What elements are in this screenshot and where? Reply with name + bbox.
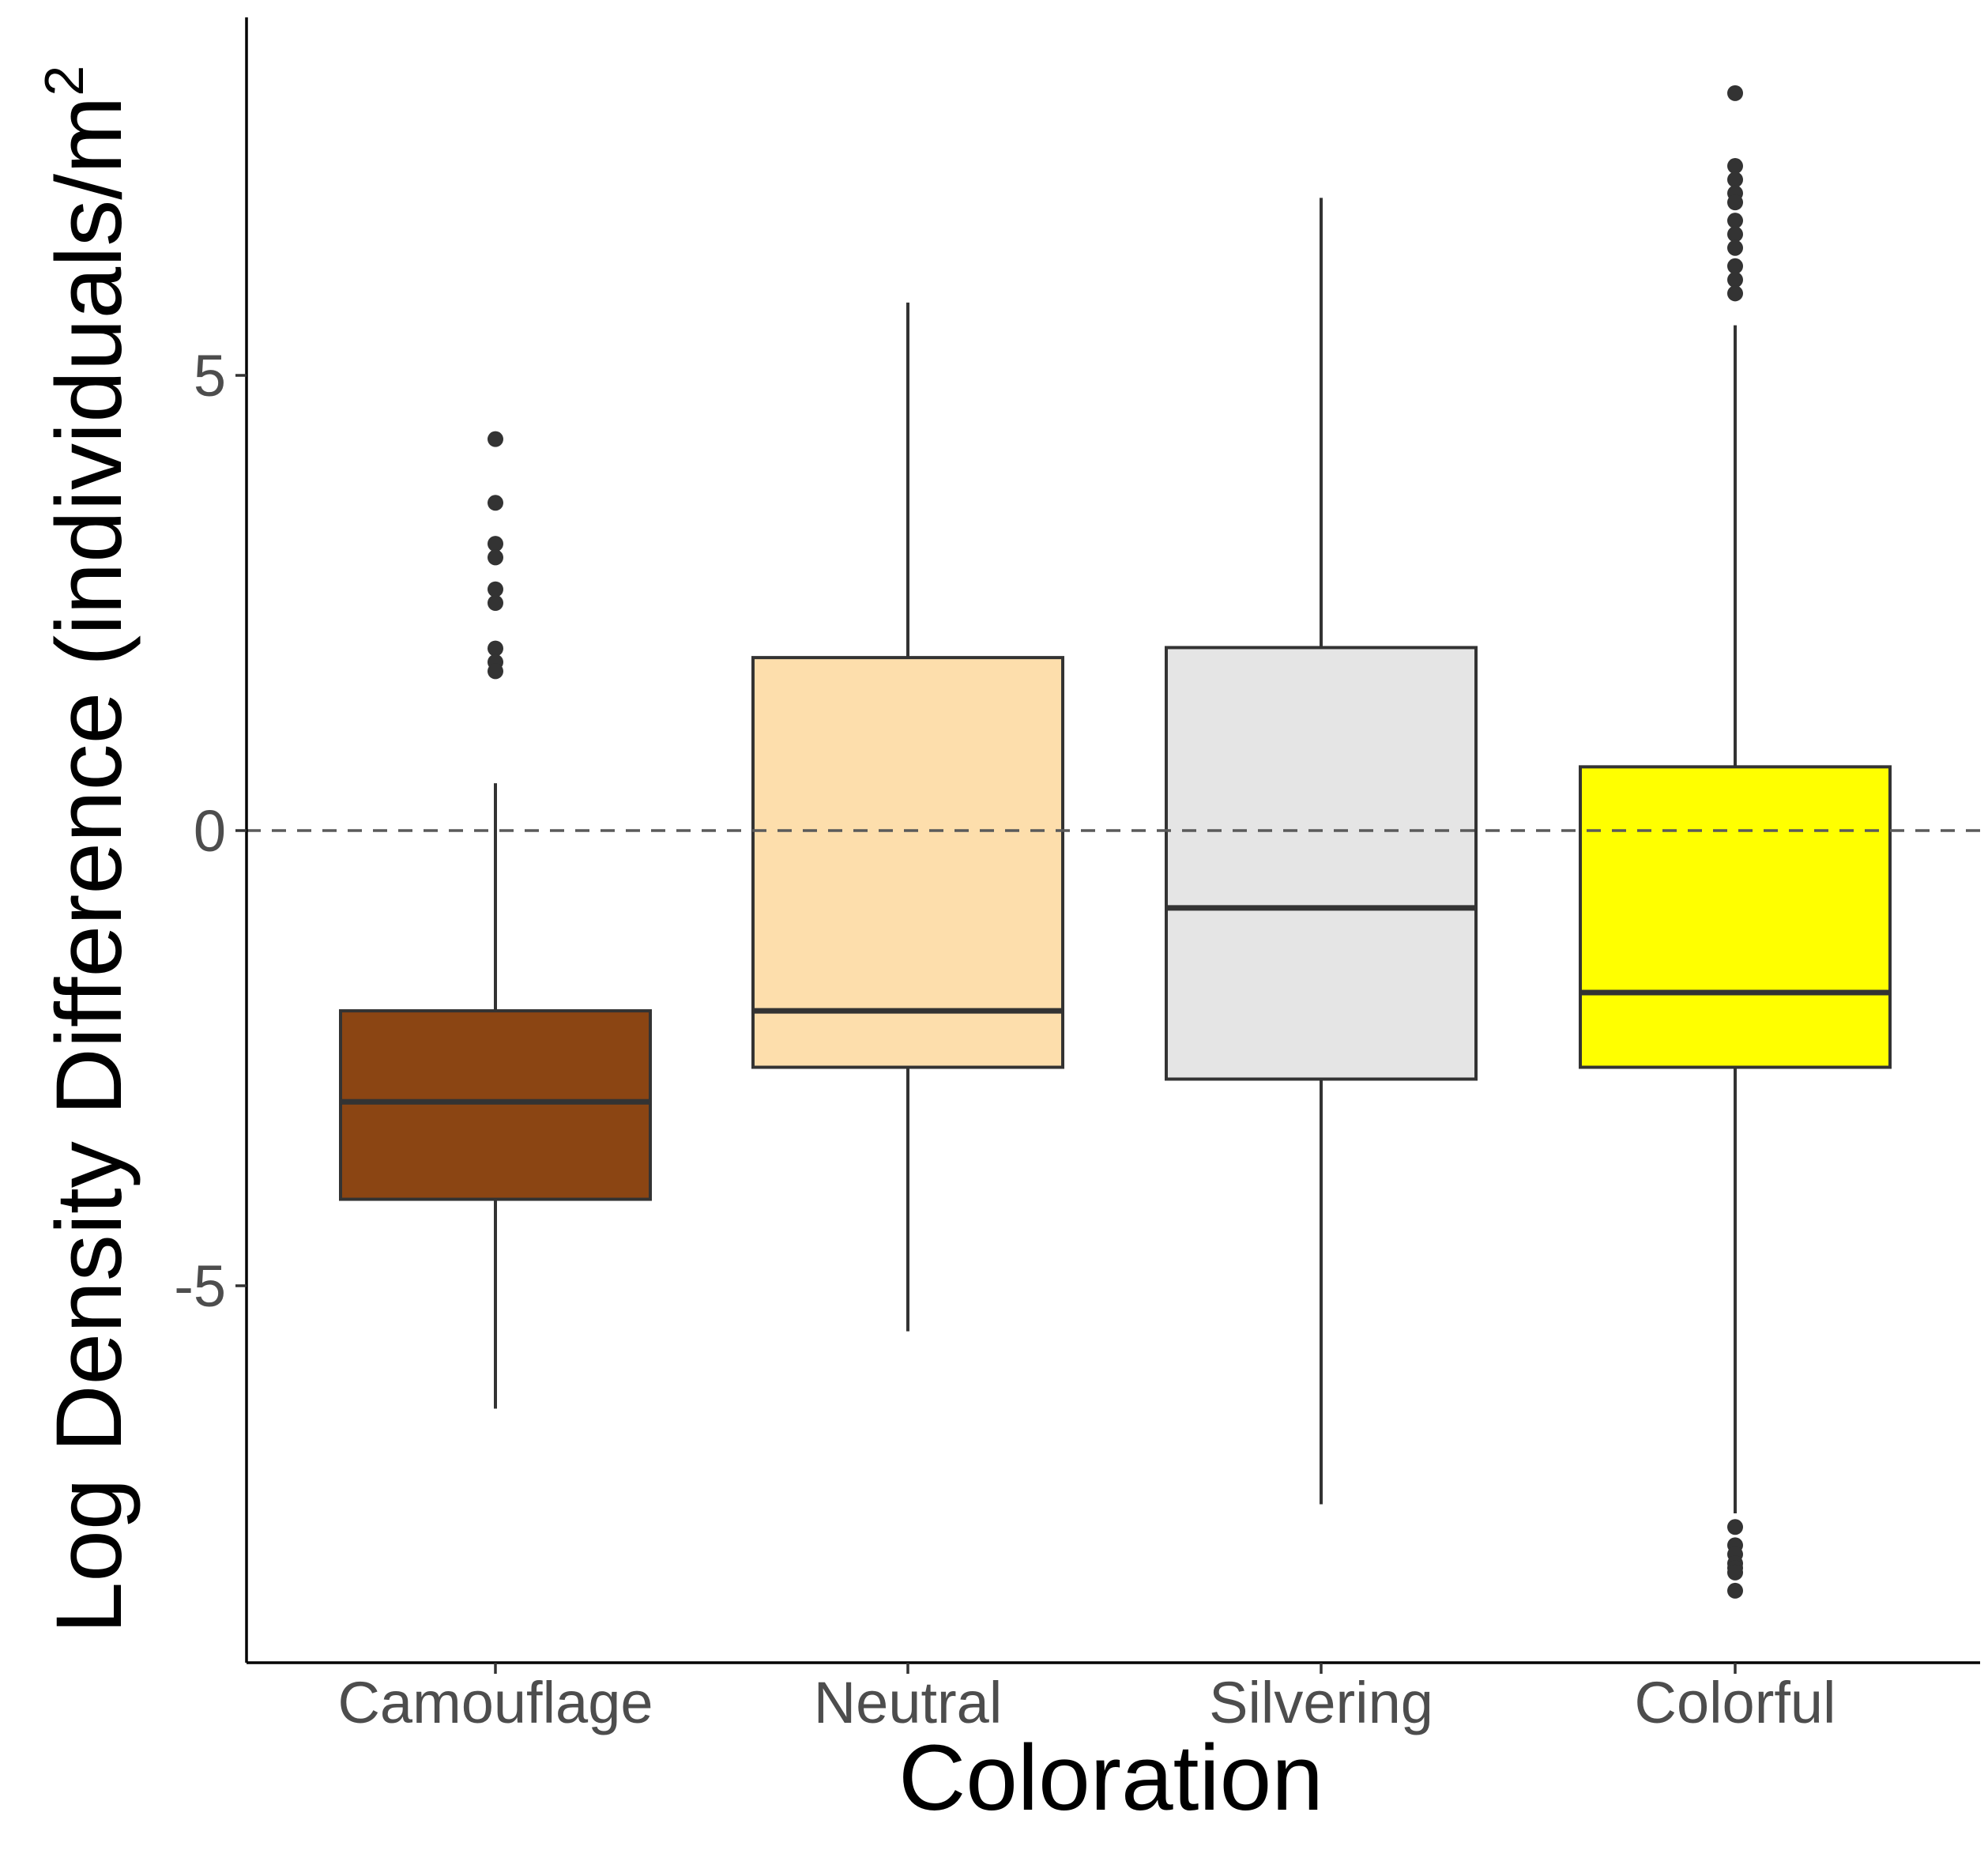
outlier-point-camouflage [488,549,503,566]
box-silvering [1165,198,1478,1505]
outlier-point-colorful [1727,272,1743,288]
y-axis-title-sup: 2 [33,66,95,96]
y-axis-title-m: m [37,96,141,174]
y-tick-label: 0 [194,798,226,864]
outlier-point-colorful [1727,194,1743,211]
outlier-point-camouflage [488,495,503,511]
outlier-point-colorful [1727,239,1743,256]
y-axis-title-slash: / [37,174,141,200]
box-colorful [1579,85,1892,1599]
outlier-point-colorful [1727,158,1743,175]
y-tick-label: 5 [194,343,226,409]
y-tick-label: -5 [174,1253,226,1319]
x-axis-title: Coloration [898,1726,1323,1830]
outlier-point-camouflage [488,581,503,597]
axis-ticks: -5 0 5 Camouflage Neutral Silvering Colorful [174,17,1980,1735]
outlier-point-camouflage [488,595,503,611]
x-tick-label-colorful: Colorful [1635,1670,1836,1735]
outlier-point-camouflage [488,640,503,657]
outlier-point-colorful [1727,171,1743,188]
outlier-point-colorful [1727,85,1743,101]
iqr-box-camouflage [339,1009,652,1201]
outlier-point-colorful [1727,1519,1743,1535]
outlier-point-camouflage [488,431,503,447]
plot-marks [247,85,1980,1599]
iqr-box-silvering [1165,646,1478,1081]
x-tick-label-camouflage: Camouflage [337,1670,653,1735]
y-axis-title-open-paren: ( [37,635,141,666]
box-neutral [751,302,1064,1332]
iqr-box-colorful [1579,765,1892,1069]
iqr-box-neutral [751,656,1064,1069]
y-axis-title-unit: individuals [37,200,141,635]
y-axis-title: Log Density Difference (individuals/m2 [33,66,141,1634]
outlier-point-colorful [1727,213,1743,229]
outlier-point-colorful [1727,258,1743,274]
outlier-point-colorful [1727,1582,1743,1599]
outlier-point-colorful [1727,1564,1743,1581]
outlier-point-camouflage [488,536,503,552]
x-tick-label-silvering: Silvering [1209,1670,1433,1735]
y-axis-title-main: Log Density Difference [37,666,141,1633]
outlier-point-camouflage [488,663,503,680]
box-camouflage [339,431,652,1409]
outlier-point-colorful [1727,285,1743,302]
x-tick-label-neutral: Neutral [814,1670,1003,1735]
outlier-point-colorful [1727,226,1743,243]
